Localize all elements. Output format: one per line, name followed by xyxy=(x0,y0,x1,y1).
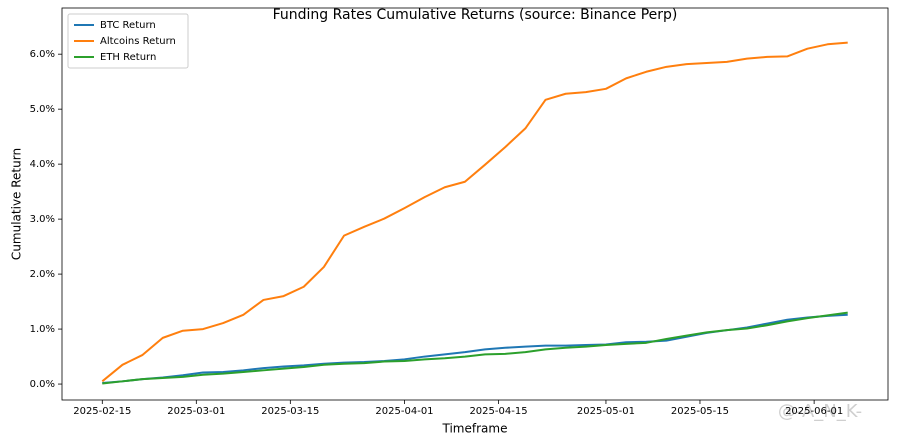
plot-frame xyxy=(61,7,889,401)
x-tick-label: 2025-03-01 xyxy=(167,406,225,417)
y-axis-label: Cumulative Return xyxy=(10,148,24,260)
x-tick-label: 2025-03-15 xyxy=(261,406,319,417)
y-tick-label: 2.0% xyxy=(30,269,55,280)
x-tick-label: 2025-06-01 xyxy=(785,406,843,417)
legend-box xyxy=(67,13,189,69)
x-axis-label: Timeframe xyxy=(442,422,508,436)
y-tick-label: 5.0% xyxy=(30,104,55,115)
series-line xyxy=(101,41,848,383)
y-tick-label: 4.0% xyxy=(30,159,55,170)
y-tick-label: 0.0% xyxy=(30,379,55,390)
legend-label: BTC Return xyxy=(100,20,156,31)
x-tick-label: 2025-05-15 xyxy=(671,406,729,417)
x-tick-label: 2025-04-01 xyxy=(375,406,433,417)
x-tick-label: 2025-05-01 xyxy=(577,406,635,417)
chart-title: Funding Rates Cumulative Returns (source… xyxy=(273,7,678,23)
legend: BTC Return Altcoins Return ETH Return xyxy=(67,13,189,69)
x-tick-label: 2025-04-15 xyxy=(469,406,527,417)
series-line xyxy=(102,311,848,385)
y-tick-label: 3.0% xyxy=(30,214,55,225)
x-tick-label: 2025-02-15 xyxy=(73,406,131,417)
legend-label: Altcoins Return xyxy=(100,36,176,47)
legend-label: ETH Return xyxy=(100,52,156,63)
y-tick-label: 1.0% xyxy=(30,324,55,335)
y-tick-label: 6.0% xyxy=(30,49,55,60)
watermark: @-A_N_K- xyxy=(778,401,862,422)
